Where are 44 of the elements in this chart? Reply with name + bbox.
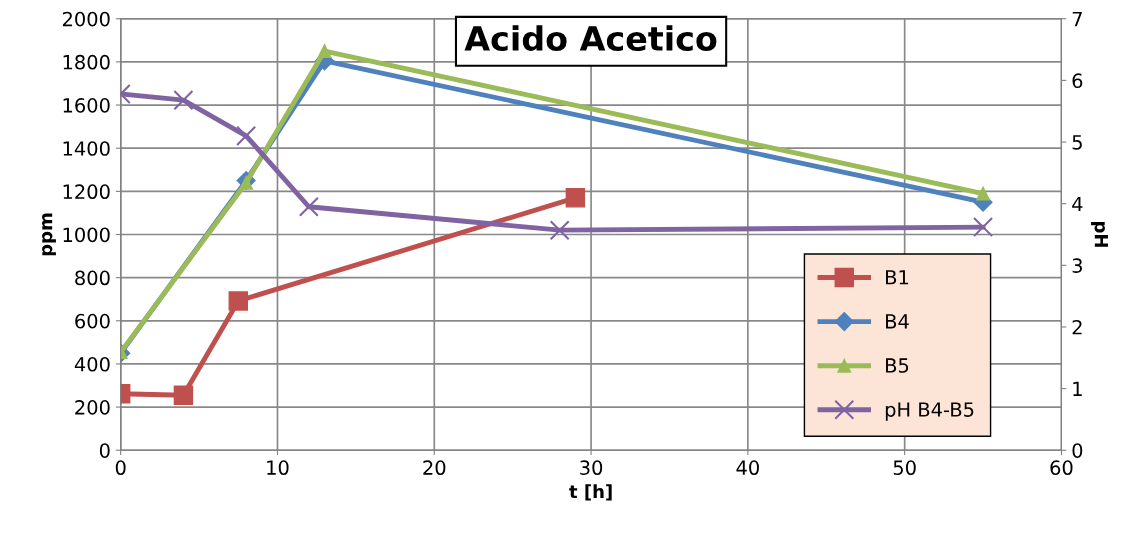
y2-axis-title: pH [1091, 222, 1108, 247]
point [228, 291, 249, 311]
legend-label: B4 [886, 314, 909, 329]
x-tick-label: 60 [1050, 460, 1073, 476]
chart-title: Acido Acetico [464, 25, 717, 52]
y2-tick-label: 0 [1072, 443, 1083, 458]
y-axis-title: ppm [42, 213, 56, 256]
legend-label: B5 [886, 358, 909, 373]
point [972, 217, 994, 238]
y2-tick-label: 1 [1073, 381, 1082, 396]
y-tick-label: 1200 [63, 184, 110, 200]
y-tick-label: 1800 [63, 54, 110, 70]
x-axis-title: t [h] [569, 484, 612, 501]
legend-label: pH B4-B5 [885, 402, 974, 421]
y2-tick-label: 6 [1072, 73, 1083, 89]
y2-tick-label: 3 [1072, 258, 1082, 273]
point [317, 44, 332, 59]
point [236, 125, 257, 146]
point [549, 220, 570, 241]
y-tick-label: 0 [99, 443, 110, 458]
y-tick-label: 1000 [63, 227, 110, 243]
y-tick-label: 800 [75, 270, 110, 286]
legend-label: B1 [886, 270, 909, 285]
y-tick-label: 200 [75, 400, 110, 415]
x-tick-label: 30 [580, 460, 603, 476]
point [173, 90, 194, 111]
y2-tick-label: 4 [1072, 196, 1083, 212]
x-tick-label: 20 [423, 460, 446, 476]
y-tick-label: 2000 [62, 11, 110, 27]
y-tick-label: 1400 [63, 141, 110, 156]
x-tick-label: 0 [115, 460, 126, 476]
point [298, 196, 319, 217]
y2-tick-label: 5 [1072, 135, 1082, 150]
point [173, 385, 194, 405]
x-tick-label: 40 [736, 460, 759, 476]
point [976, 186, 990, 201]
y-tick-label: 1600 [63, 98, 110, 113]
y-tick-label: 600 [75, 313, 110, 329]
x-tick-label: 50 [893, 460, 916, 476]
y2-tick-label: 2 [1072, 319, 1082, 335]
x-tick-label: 10 [267, 460, 289, 476]
y-tick-label: 400 [74, 356, 110, 372]
y2-tick-label: 7 [1072, 11, 1082, 27]
point [565, 188, 586, 208]
